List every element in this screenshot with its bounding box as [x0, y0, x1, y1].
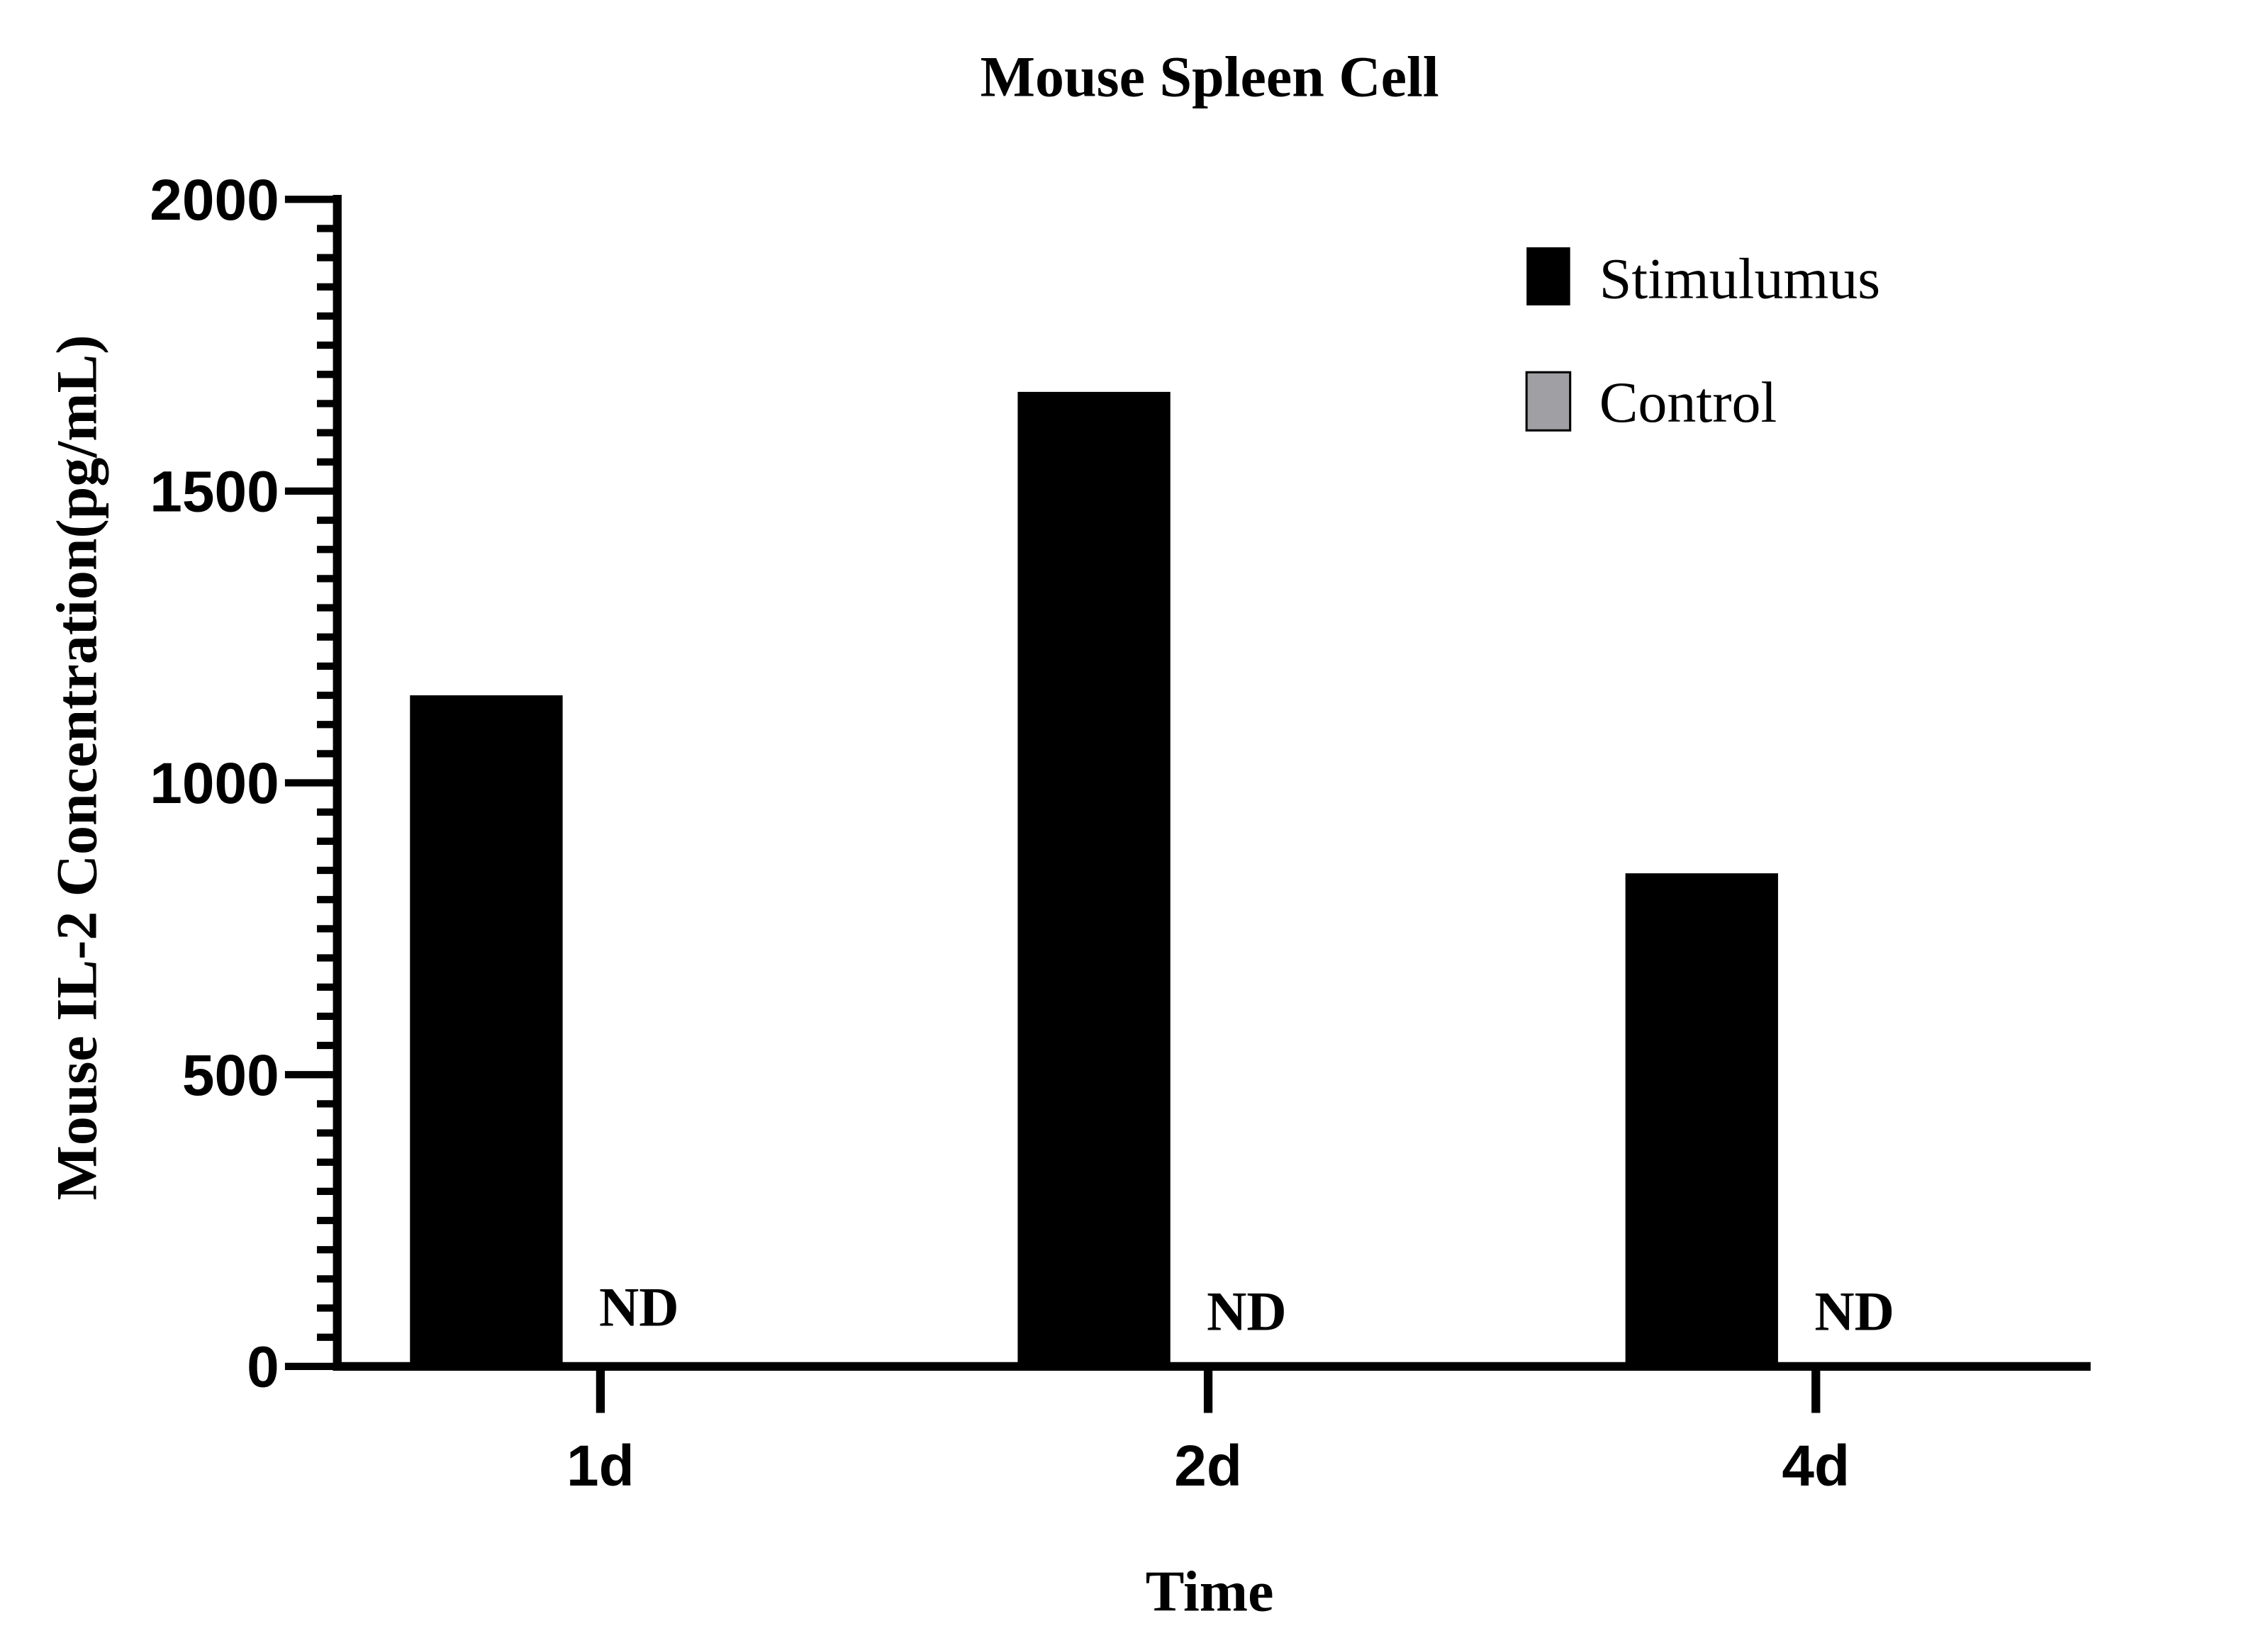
- y-tick-label: 500: [182, 1043, 279, 1108]
- x-tick-label: 4d: [1782, 1434, 1850, 1498]
- y-axis-label: Mouse IL-2 Concentration(pg/mL): [44, 335, 108, 1200]
- legend-swatch-stimulumus: [1526, 247, 1570, 305]
- y-tick-label: 1500: [150, 460, 279, 524]
- legend: Stimulumus Control: [1525, 247, 1881, 434]
- y-tick-label: 0: [247, 1335, 279, 1400]
- x-tick-label: 2d: [1174, 1434, 1242, 1498]
- chart-title: Mouse Spleen Cell: [981, 45, 1439, 109]
- bar-stimulumus-1d: [410, 695, 563, 1366]
- legend-label-stimulumus: Stimulumus: [1599, 247, 1881, 311]
- x-axis-label: Time: [1146, 1559, 1274, 1623]
- legend-label-control: Control: [1599, 370, 1777, 434]
- data-label-nd: ND: [1207, 1281, 1287, 1342]
- x-tick-label: 1d: [566, 1434, 635, 1498]
- data-label-nd: ND: [1814, 1281, 1894, 1342]
- bar-stimulumus-2d: [1017, 391, 1171, 1366]
- data-label-nd: ND: [599, 1276, 679, 1337]
- y-tick-label: 1000: [150, 751, 279, 816]
- legend-swatch-control: [1525, 371, 1572, 432]
- y-tick-label: 2000: [150, 168, 279, 232]
- bar-stimulumus-4d: [1625, 873, 1778, 1366]
